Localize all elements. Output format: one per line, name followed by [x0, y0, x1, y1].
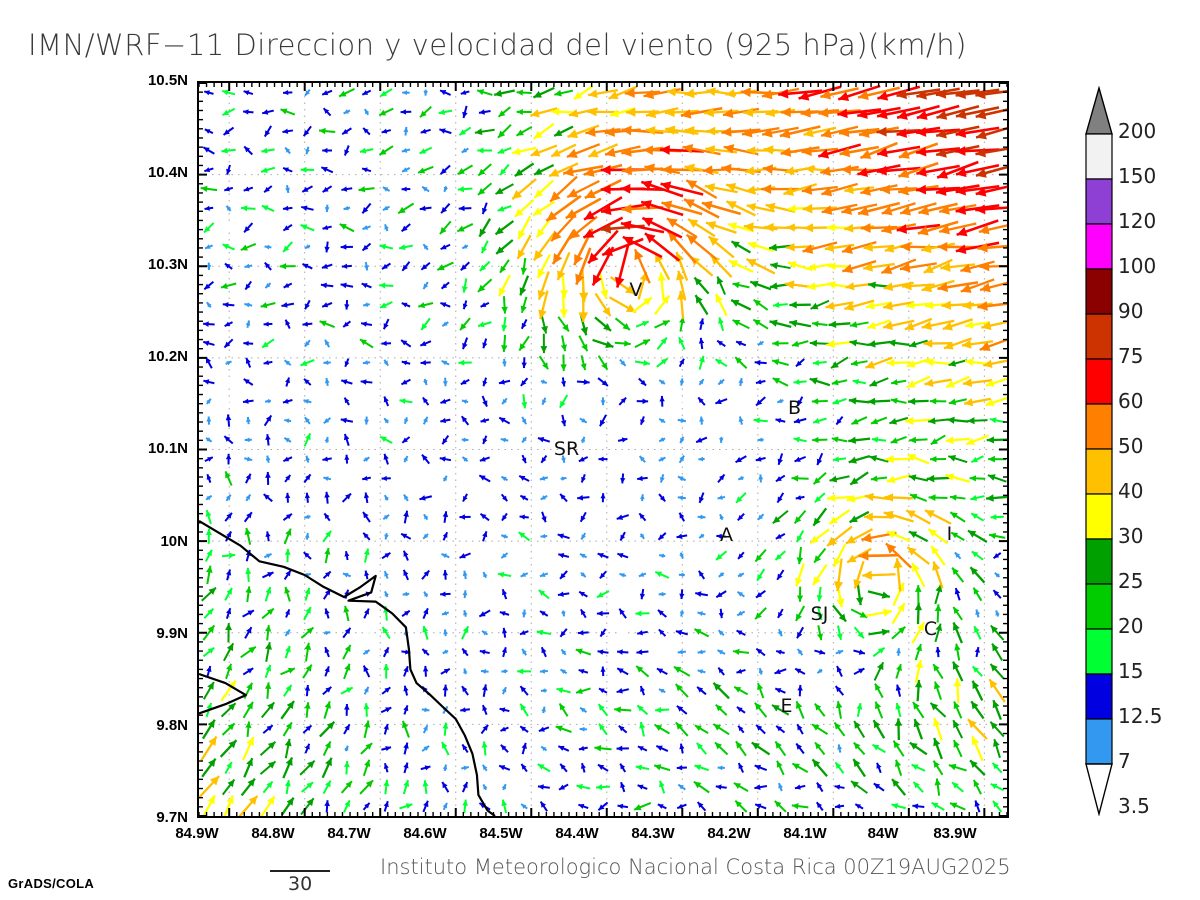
- map-label-e: E: [780, 694, 793, 717]
- y-tick-label: 10.2N: [147, 348, 188, 365]
- x-tick-label: 84.1W: [783, 825, 827, 842]
- colorbar-tick-25: 25: [1118, 569, 1144, 593]
- map-label-c: C: [923, 617, 938, 640]
- footer-institute: Instituto Meteorologico Nacional Costa R…: [380, 855, 1011, 879]
- wind-vector-canvas: [199, 83, 1007, 816]
- map-label-v: V: [629, 278, 643, 301]
- colorbar-tick-100: 100: [1118, 254, 1157, 278]
- wind-field-plot[interactable]: V SR B A I SJ C E: [197, 81, 1009, 818]
- y-tick-label: 10.5N: [147, 72, 188, 89]
- map-label-a: A: [720, 524, 734, 547]
- x-tick-label: 84.5W: [479, 825, 523, 842]
- y-tick-label: 10.4N: [147, 164, 188, 181]
- reference-vector-bar: [270, 870, 330, 872]
- colorbar-tick-150: 150: [1118, 164, 1157, 188]
- x-tick-label: 84.3W: [631, 825, 675, 842]
- colorbar-tick-50: 50: [1118, 434, 1144, 458]
- colorbar-tick-120: 120: [1118, 209, 1157, 233]
- y-tick-label: 9.7N: [156, 809, 188, 826]
- colorbar-tick-75: 75: [1118, 344, 1144, 368]
- colorbar-tick-200: 200: [1118, 119, 1157, 143]
- y-tick-label: 9.8N: [156, 717, 188, 734]
- colorbar[interactable]: 200 150 120 100 90 75 60 50 40 30 25 20 15 12.5 7 3.5: [1082, 85, 1200, 818]
- x-tick-label: 84.8W: [251, 825, 295, 842]
- colorbar-tick-7: 7: [1118, 749, 1131, 773]
- x-tick-label: 84W: [867, 825, 899, 842]
- y-tick-label: 10.1N: [147, 440, 188, 457]
- colorbar-swatches: [1085, 85, 1113, 817]
- x-tick-label: 83.9W: [933, 825, 977, 842]
- x-tick-label: 84.6W: [403, 825, 447, 842]
- map-label-b: B: [788, 397, 802, 420]
- page-title: IMN/WRF−11 Direccion y velocidad del vie…: [28, 28, 967, 62]
- colorbar-tick-60: 60: [1118, 389, 1144, 413]
- grads-credit: GrADS/COLA: [8, 876, 95, 891]
- y-tick-label: 10.3N: [147, 256, 188, 273]
- y-tick-label: 9.9N: [156, 625, 188, 642]
- colorbar-tick-12-5: 12.5: [1118, 704, 1163, 728]
- colorbar-tick-15: 15: [1118, 659, 1144, 683]
- colorbar-tick-3-5: 3.5: [1118, 794, 1150, 818]
- x-tick-label: 84.7W: [327, 825, 371, 842]
- colorbar-tick-20: 20: [1118, 614, 1144, 638]
- map-label-sj: SJ: [810, 603, 829, 626]
- colorbar-tick-40: 40: [1118, 479, 1144, 503]
- colorbar-tick-30: 30: [1118, 524, 1144, 548]
- x-tick-label: 84.2W: [707, 825, 751, 842]
- reference-vector-label: 30: [288, 873, 313, 895]
- x-tick-label: 84.4W: [555, 825, 599, 842]
- colorbar-tick-90: 90: [1118, 299, 1144, 323]
- y-tick-label: 10N: [160, 533, 188, 550]
- x-tick-label: 84.9W: [175, 825, 219, 842]
- map-label-sr: SR: [553, 438, 580, 461]
- map-label-i: I: [946, 522, 953, 545]
